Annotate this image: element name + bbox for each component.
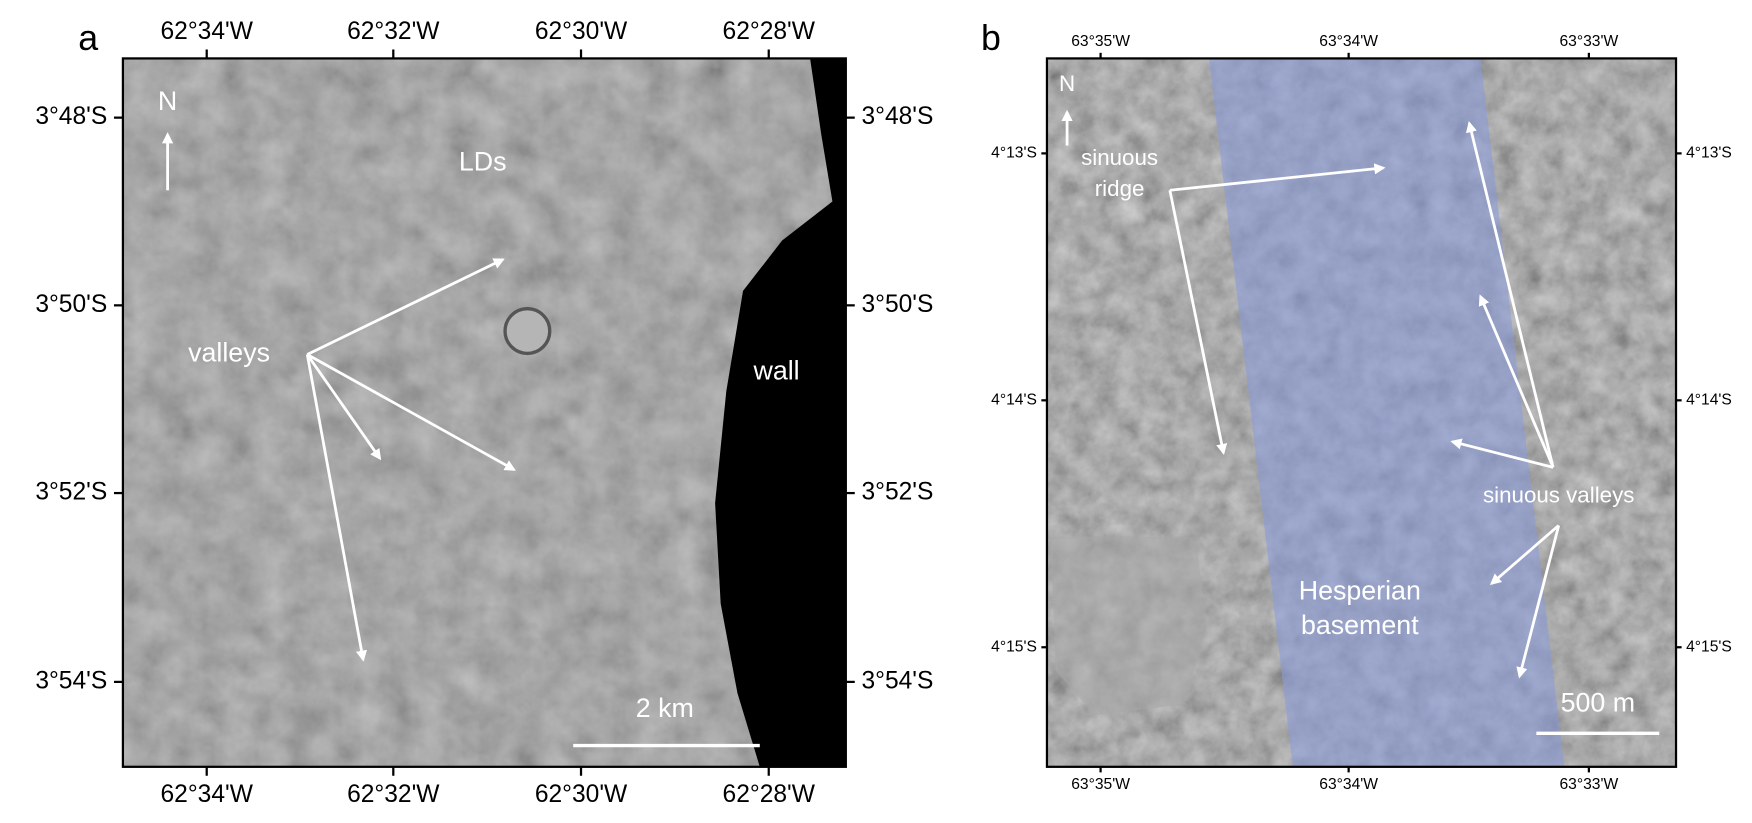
y-tick-label: 4°13'S (991, 145, 1037, 162)
panel-label: a (78, 18, 98, 58)
ridge-label: ridge (1095, 176, 1145, 201)
wall-label: wall (752, 355, 799, 385)
north-label: N (1059, 71, 1075, 96)
panel-a-image (122, 58, 846, 767)
y-tick-label: 4°14'S (1686, 391, 1732, 408)
x-tick-label: 63°35'W (1071, 33, 1130, 50)
scale-bar-label: 500 m (1561, 687, 1635, 717)
panel-label: b (981, 18, 1001, 58)
arrow (306, 353, 516, 471)
panel-a-frame (121, 57, 847, 768)
y-tick-label: 3°52'S (861, 479, 933, 506)
y-tick-label: 4°13'S (1686, 145, 1732, 162)
basement-label: Hesperian (1299, 576, 1421, 606)
valleys-label: sinuous valleys (1483, 482, 1634, 507)
y-tick-label: 3°48'S (861, 103, 933, 130)
y-tick-label: 3°52'S (35, 479, 107, 506)
y-tick-label: 4°14'S (991, 391, 1037, 408)
y-tick-label: 4°15'S (991, 638, 1037, 655)
north-label: N (158, 86, 177, 116)
y-tick-label: 4°15'S (1686, 638, 1732, 655)
y-tick-label: 3°54'S (35, 667, 107, 694)
y-tick-label: 3°50'S (861, 291, 933, 318)
x-tick-label: 62°34'W (161, 18, 254, 45)
x-tick-label: 62°32'W (347, 781, 440, 808)
arrow (1168, 189, 1228, 456)
y-tick-label: 3°48'S (35, 103, 107, 130)
arrow (306, 353, 382, 461)
x-tick-label: 63°33'W (1559, 776, 1618, 793)
arrow (306, 258, 505, 356)
x-tick-label: 62°30'W (535, 18, 628, 45)
arrow (1478, 294, 1555, 468)
x-tick-label: 62°28'W (723, 18, 816, 45)
valleys-label: valleys (188, 338, 270, 368)
ridge-label: sinuous (1081, 145, 1158, 170)
lds-label: LDs (459, 147, 507, 177)
x-tick-label: 62°34'W (161, 781, 254, 808)
scale-bar-label: 2 km (636, 693, 694, 723)
arrow (1516, 525, 1561, 679)
x-tick-label: 62°28'W (723, 781, 816, 808)
x-tick-label: 63°35'W (1071, 776, 1130, 793)
arrow (1450, 438, 1554, 469)
x-tick-label: 63°34'W (1319, 33, 1378, 50)
arrow (1169, 163, 1386, 192)
x-tick-label: 62°32'W (347, 18, 440, 45)
x-tick-label: 63°34'W (1319, 776, 1378, 793)
y-tick-label: 3°50'S (35, 291, 107, 318)
x-tick-label: 63°33'W (1559, 33, 1618, 50)
basement-label: basement (1301, 610, 1419, 640)
arrow (1465, 121, 1555, 468)
x-tick-label: 62°30'W (535, 781, 628, 808)
y-tick-label: 3°54'S (861, 667, 933, 694)
panel-b-frame (1045, 57, 1678, 768)
panel-b-image (1046, 58, 1677, 767)
arrow (305, 354, 368, 662)
arrow (1489, 524, 1560, 586)
